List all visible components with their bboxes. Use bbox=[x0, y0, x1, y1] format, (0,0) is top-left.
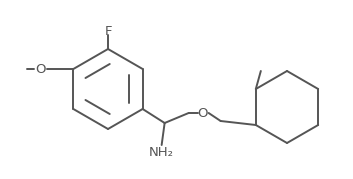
Text: O: O bbox=[35, 62, 46, 76]
Text: NH₂: NH₂ bbox=[149, 146, 174, 158]
Text: O: O bbox=[197, 107, 208, 120]
Text: F: F bbox=[104, 25, 112, 37]
